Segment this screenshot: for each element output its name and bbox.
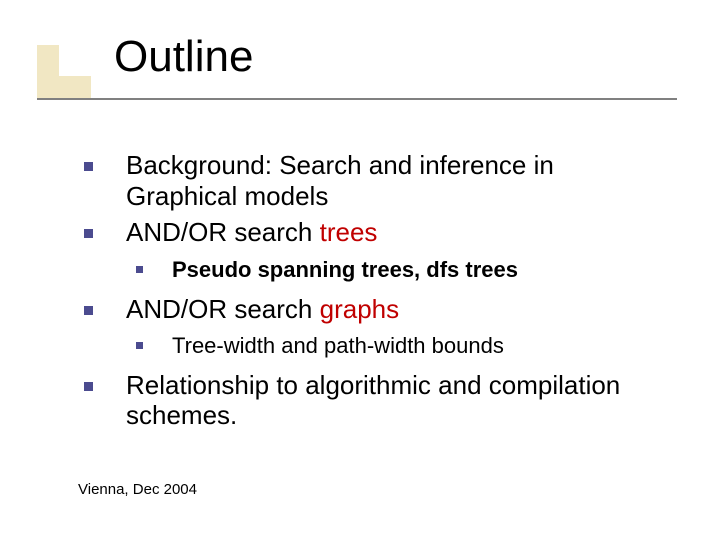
sub-bullet-text: Tree-width and path-width bounds (172, 333, 504, 358)
sub-bullet-text: Pseudo spanning trees, dfs trees (172, 257, 518, 282)
bullet-text-accent: trees (320, 217, 378, 247)
square-bullet-icon (84, 162, 93, 171)
square-bullet-icon (84, 382, 93, 391)
bullet-item: AND/OR search trees (78, 217, 672, 248)
bullet-item: Background: Search and inference in Grap… (78, 150, 672, 211)
square-bullet-icon (84, 306, 93, 315)
slide-title: Outline (114, 32, 253, 82)
title-underline (37, 98, 677, 100)
slide-body: Background: Search and inference in Grap… (78, 150, 672, 437)
title-decoration-front-square (59, 22, 113, 76)
sub-bullet-item: Tree-width and path-width bounds (126, 332, 672, 360)
bullet-text: Background: Search and inference in Grap… (126, 150, 554, 211)
bullet-text-accent: graphs (320, 294, 400, 324)
square-bullet-icon (136, 342, 143, 349)
bullet-item: AND/OR search graphs (78, 294, 672, 325)
bullet-item: Relationship to algorithmic and compilat… (78, 370, 672, 431)
square-bullet-icon (84, 229, 93, 238)
slide: Outline Background: Search and inference… (0, 0, 720, 540)
bullet-text: Relationship to algorithmic and compilat… (126, 370, 620, 431)
square-bullet-icon (136, 266, 143, 273)
bullet-text-pre: AND/OR search (126, 217, 320, 247)
bullet-text-pre: AND/OR search (126, 294, 320, 324)
slide-footer: Vienna, Dec 2004 (78, 481, 197, 498)
sub-bullet-item: Pseudo spanning trees, dfs trees (126, 256, 672, 284)
